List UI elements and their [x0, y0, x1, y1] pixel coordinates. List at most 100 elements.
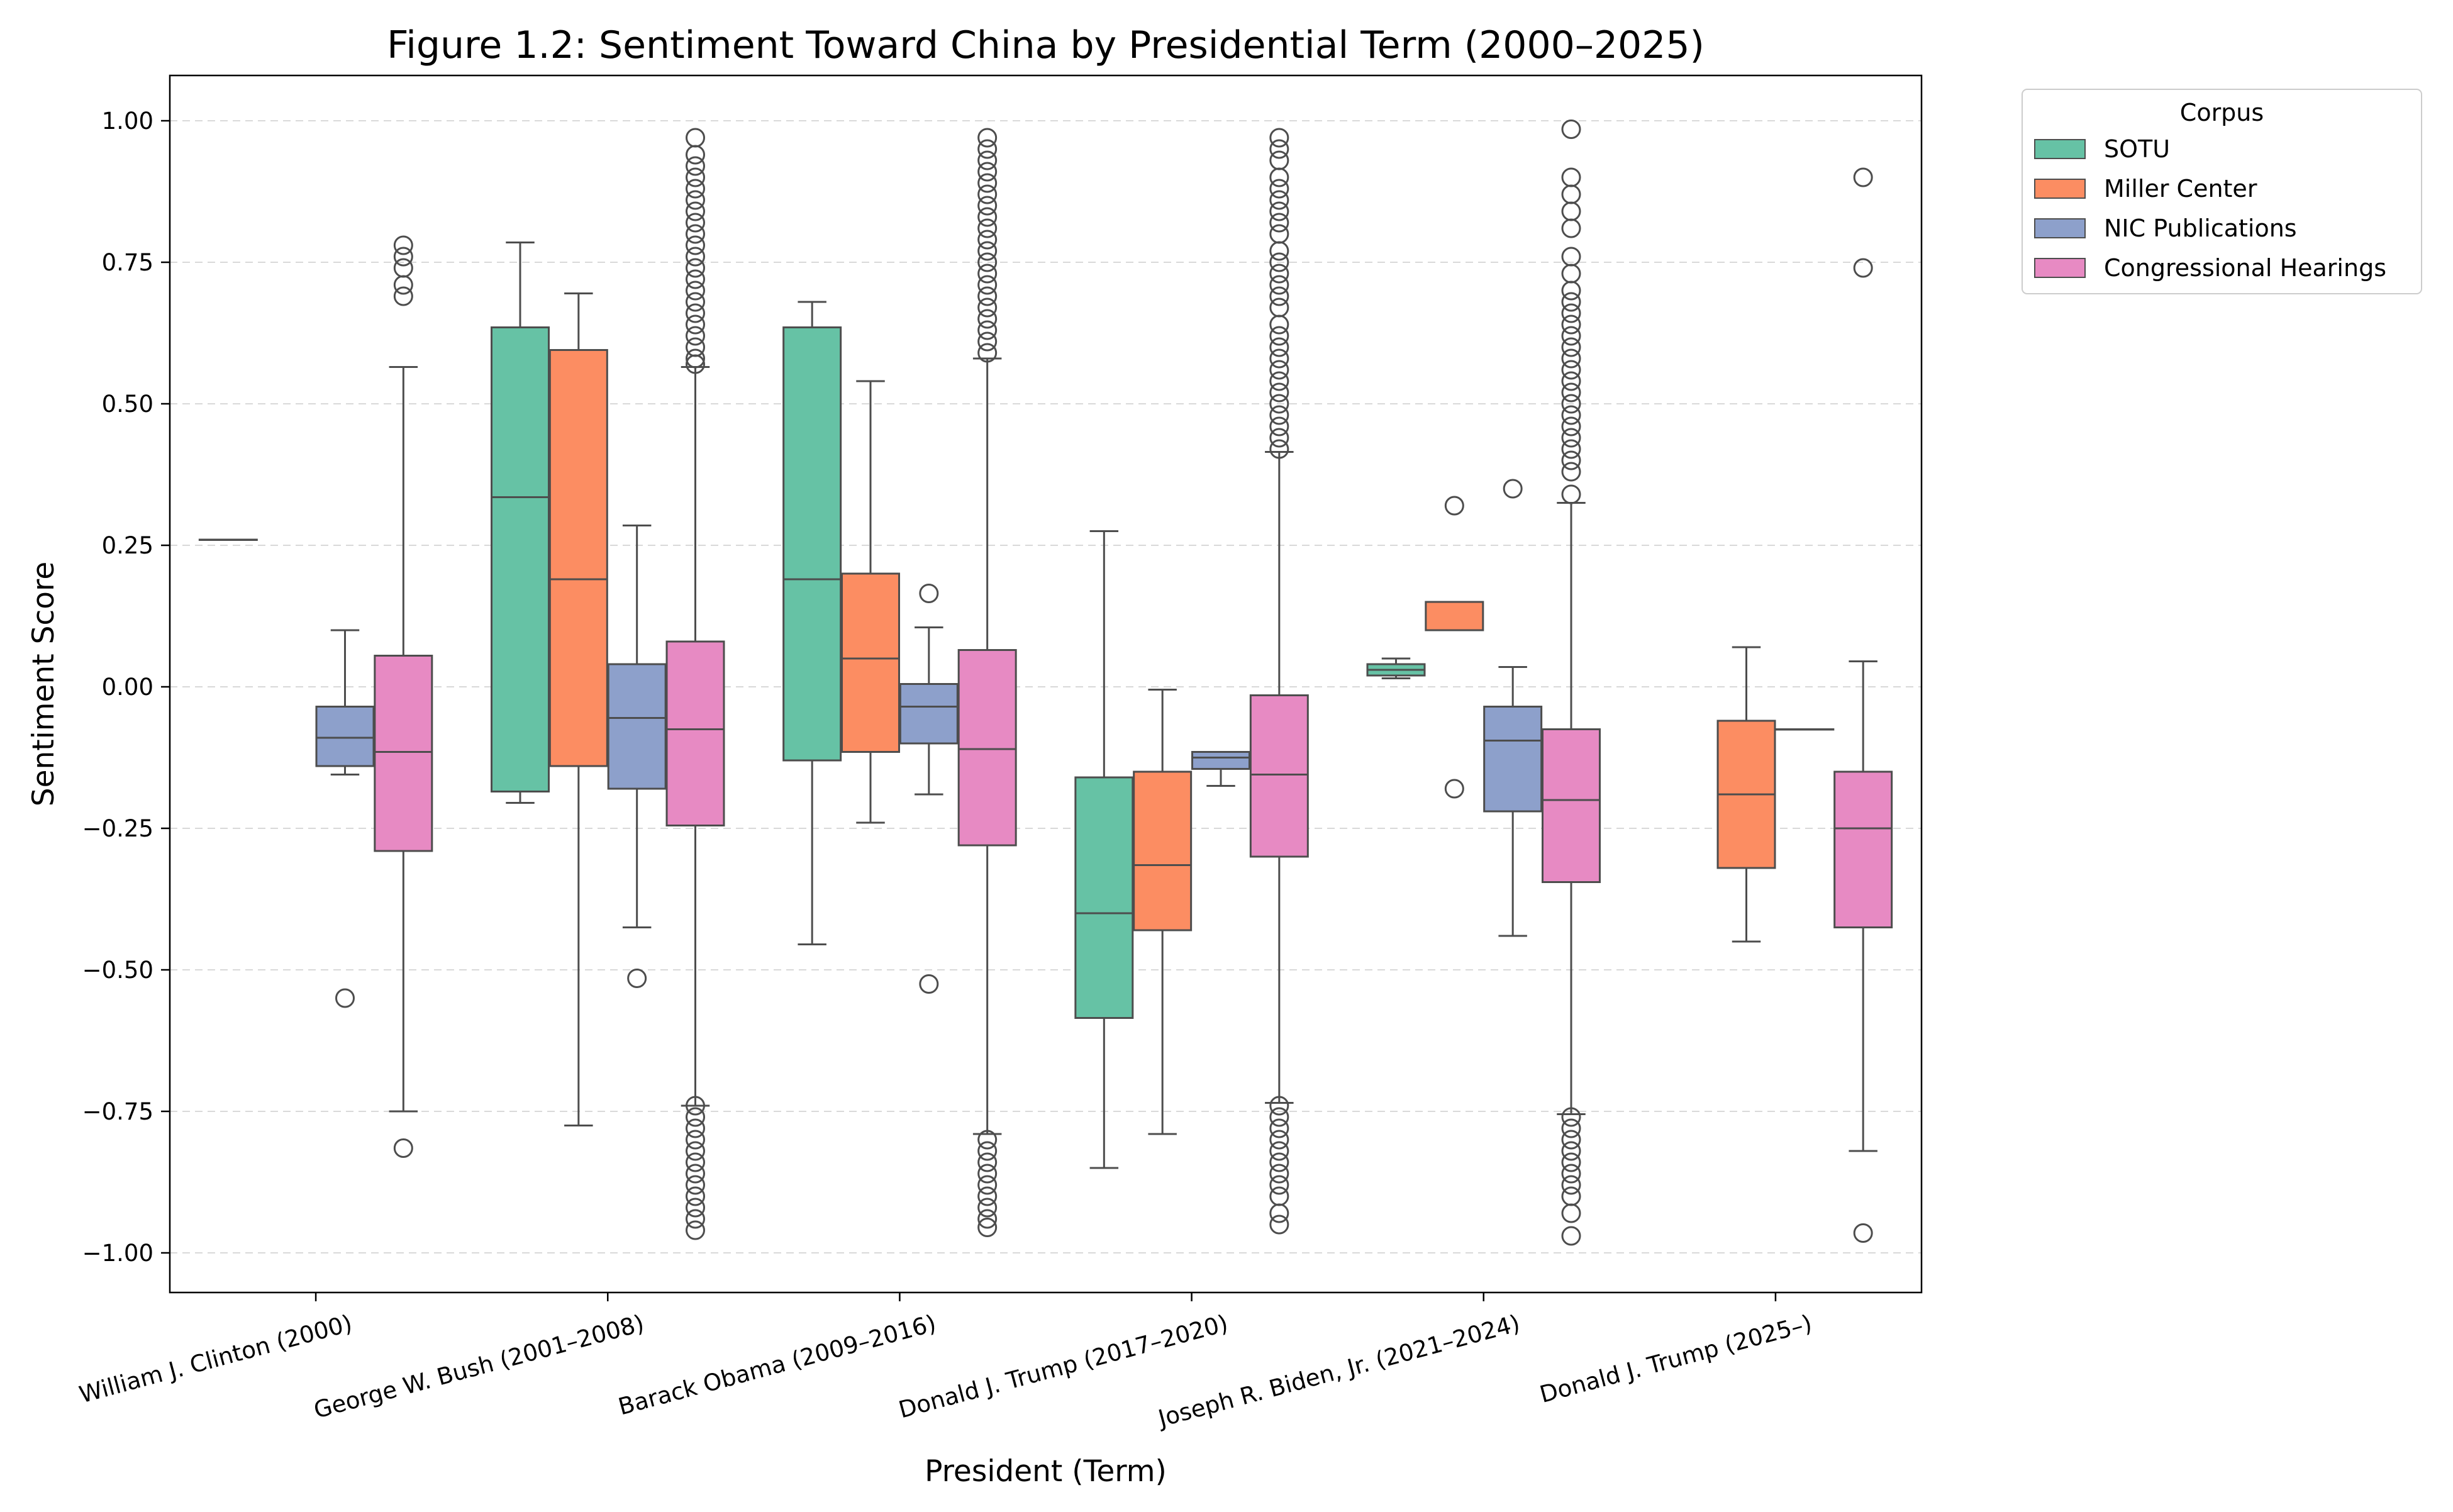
box-body [665, 640, 725, 826]
outlier-point [1269, 405, 1289, 425]
box-body [957, 649, 1017, 847]
outlier-point [686, 1096, 705, 1116]
outlier-point [977, 1198, 998, 1218]
outlier-point [1561, 1175, 1581, 1195]
outlier-point [1269, 1096, 1289, 1116]
outlier-point [1269, 252, 1289, 272]
outlier-point [1269, 1118, 1289, 1138]
outlier-point [1561, 303, 1581, 323]
outlier-point [1561, 1164, 1581, 1184]
x-tick-label: Donald J. Trump (2025–) [1537, 1309, 1815, 1408]
outlier-point [1561, 264, 1581, 284]
box-body [1542, 728, 1601, 883]
outlier-point [977, 275, 998, 295]
box-group [899, 584, 959, 994]
outlier-point [1561, 167, 1581, 187]
outlier-point [1269, 348, 1289, 369]
outlier-point [393, 275, 413, 295]
outlier-point [1269, 297, 1289, 318]
outlier-point [977, 309, 998, 329]
box-group [1366, 657, 1426, 679]
y-tick-label: 0.25 [102, 532, 153, 559]
outlier-point [686, 201, 705, 221]
outlier-point [1853, 1223, 1873, 1243]
outlier-point [1269, 241, 1289, 261]
box-body [1425, 601, 1484, 631]
outlier-point [1444, 496, 1464, 516]
outlier-point [1561, 450, 1581, 470]
outlier-point [1269, 275, 1289, 295]
outlier-point [1561, 394, 1581, 414]
outlier-point [686, 258, 705, 278]
box-body [1074, 776, 1134, 1019]
outlier-point [1561, 462, 1581, 482]
outlier-point [1269, 167, 1289, 187]
x-tick-label: George W. Bush (2001–2008) [311, 1309, 647, 1424]
outlier-point [1503, 479, 1523, 499]
outlier-point [1561, 1203, 1581, 1223]
box-body [1249, 694, 1309, 858]
outlier-point [1853, 167, 1873, 187]
box-group [1191, 751, 1250, 787]
outlier-point [686, 326, 705, 346]
outlier-point [686, 1164, 705, 1184]
outlier-point [1561, 314, 1581, 335]
outlier-point [1561, 1152, 1581, 1172]
x-tick-label: Barack Obama (2009–2016) [615, 1309, 938, 1420]
box-group [957, 128, 1017, 1237]
outlier-point [1269, 264, 1289, 284]
outlier-point [686, 1152, 705, 1172]
outlier-point [1269, 1107, 1289, 1127]
box-body [374, 655, 433, 852]
y-tick-label: 0.00 [102, 674, 153, 701]
outlier-point [977, 207, 998, 227]
y-tick-label: 1.00 [102, 108, 153, 135]
outlier-point [686, 1198, 705, 1218]
outlier-point [977, 1175, 998, 1195]
box-body [607, 663, 667, 790]
outlier-point [1269, 337, 1289, 357]
outlier-point [686, 1186, 705, 1206]
legend-swatch [2034, 179, 2086, 199]
legend-swatch [2034, 139, 2086, 159]
outlier-point [1269, 128, 1289, 148]
x-axis-label: President (Term) [925, 1454, 1167, 1489]
outlier-point [1269, 360, 1289, 380]
outlier-point [1269, 1203, 1289, 1223]
outlier-point [1561, 281, 1581, 301]
outlier-point [686, 213, 705, 233]
outlier-point [977, 230, 998, 250]
box-body [1191, 751, 1250, 770]
grid-layer [170, 120, 1922, 1254]
outlier-point [977, 264, 998, 284]
y-tick-label: −0.50 [82, 957, 153, 984]
legend-swatch [2034, 258, 2086, 278]
outlier-point [686, 247, 705, 267]
box-group [1483, 479, 1543, 937]
outlier-point [1269, 326, 1289, 346]
outlier-point [1561, 1141, 1581, 1161]
outlier-point [1269, 1186, 1289, 1206]
box-body [1483, 706, 1543, 813]
outlier-point [1561, 1186, 1581, 1206]
outlier-point [977, 128, 998, 148]
outlier-point [686, 235, 705, 255]
outlier-point [1561, 201, 1581, 221]
outlier-point [977, 184, 998, 204]
outlier-point [977, 150, 998, 170]
box-group [315, 629, 375, 1008]
outlier-point [977, 297, 998, 318]
outlier-point [1269, 416, 1289, 436]
outlier-point [1561, 326, 1581, 346]
outlier-point [1269, 139, 1289, 159]
outlier-point [393, 247, 413, 267]
outlier-point [1561, 1118, 1581, 1138]
outlier-point [977, 1152, 998, 1172]
legend-entry-label: Congressional Hearings [2104, 254, 2386, 282]
outlier-point [1561, 1130, 1581, 1150]
outlier-point [977, 252, 998, 272]
box-body [782, 326, 842, 762]
box-body [899, 683, 959, 745]
